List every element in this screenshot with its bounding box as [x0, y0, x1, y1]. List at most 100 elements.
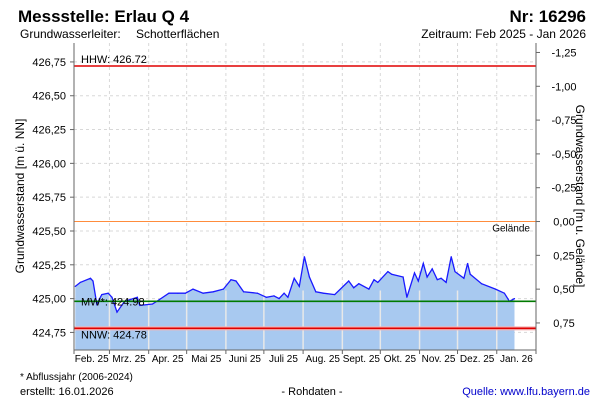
x-tick-label: Okt. 25 [384, 354, 417, 365]
y-tick-label: 425,25 [32, 260, 66, 272]
data-point [463, 277, 465, 279]
data-point [298, 285, 300, 288]
data-point [293, 277, 295, 279]
data-point [373, 279, 375, 281]
data-point [413, 272, 416, 274]
y-right-tick-label: -1,25 [551, 47, 576, 59]
data-point [212, 291, 214, 293]
y-right-tick-label: 0,50 [553, 284, 574, 296]
data-point [402, 276, 404, 278]
data-point [450, 256, 452, 258]
x-tick-label: Feb. 25 [75, 354, 109, 365]
y-right-tick-label: -0,25 [551, 183, 576, 195]
data-point [436, 279, 438, 281]
data-point [322, 292, 324, 294]
period: Zeitraum: Feb 2025 - Jan 2026 [421, 27, 586, 41]
data-point [494, 288, 497, 290]
data-point [202, 292, 204, 294]
data-point [431, 268, 433, 270]
y-axis-label: Grundwasserstand [m ü. NN] [13, 119, 27, 274]
footnote: * Abflussjahr (2006-2024) [20, 372, 133, 383]
y-tick-label: 425,50 [32, 226, 66, 238]
y-tick-label: 425,00 [32, 294, 66, 306]
y-tick-label: 426,25 [32, 125, 66, 137]
data-point [222, 288, 224, 290]
reference-label-hhw: HHW: 426.72 [81, 54, 147, 66]
y-tick-label: 425,75 [32, 192, 66, 204]
data-point [177, 292, 179, 294]
data-point [406, 296, 408, 298]
x-tick-label: Jan. 26 [500, 354, 533, 365]
data-point [101, 293, 103, 296]
reference-label-mw: MW*: 424.98 [81, 296, 145, 308]
y-tick-label: 424,75 [32, 327, 66, 339]
data-point [107, 292, 109, 294]
data-point [358, 283, 360, 285]
created-date: erstellt: 16.01.2026 [20, 386, 114, 398]
data-point [92, 280, 94, 282]
x-tick-label: Aug. 25 [305, 354, 340, 365]
y-right-tick-label: 0,25 [553, 250, 574, 262]
data-point [368, 288, 370, 290]
data-point [151, 303, 154, 305]
y-right-tick-label: -0,50 [551, 149, 576, 161]
data-point [192, 288, 194, 290]
data-point [111, 296, 113, 298]
y-tick-label: 426,00 [32, 158, 66, 170]
data-point [243, 291, 245, 293]
y-right-tick-label: 0,00 [553, 217, 574, 229]
data-point [89, 277, 92, 279]
data-point [422, 262, 424, 265]
data-point [348, 280, 350, 282]
data-point [454, 270, 456, 273]
x-tick-label: Dez. 25 [460, 354, 495, 365]
data-point [168, 292, 170, 294]
data-point [230, 279, 232, 281]
data-point [139, 304, 141, 306]
data-point [273, 295, 275, 297]
data-point [278, 298, 280, 300]
data-point [469, 273, 471, 275]
source-link[interactable]: Quelle: www.lfu.bayern.de [462, 386, 590, 398]
data-point [235, 280, 237, 282]
raw-data-note: - Rohdaten - [281, 386, 342, 398]
data-point [467, 262, 469, 265]
data-point [184, 292, 186, 294]
data-point [513, 298, 516, 300]
data-point [334, 293, 336, 296]
x-tick-label: Juni 25 [229, 354, 262, 365]
x-tick-label: Sept. 25 [343, 354, 381, 365]
reference-label-nnw: NNW: 424.78 [81, 329, 147, 341]
data-point [256, 292, 259, 294]
aquifer-value: Schotterflächen [136, 27, 219, 41]
data-point [158, 299, 160, 301]
x-tick-label: Mrz. 25 [112, 354, 146, 365]
data-point [283, 292, 285, 294]
reference-label-gelaende: Gelände [492, 224, 530, 235]
data-point [96, 303, 98, 305]
data-point [303, 256, 305, 258]
data-point [79, 281, 81, 283]
data-point [480, 283, 483, 285]
y-tick-label: 426,75 [32, 57, 66, 69]
data-point [265, 296, 267, 298]
y-right-tick-label: -1,00 [551, 81, 576, 93]
data-point [136, 296, 138, 298]
data-point [503, 292, 505, 294]
x-tick-label: Nov. 25 [422, 354, 456, 365]
x-tick-label: Juli 25 [269, 354, 298, 365]
data-point [116, 311, 118, 313]
data-point [417, 280, 419, 282]
x-tick-label: Mai 25 [191, 354, 221, 365]
data-point [387, 270, 389, 273]
y-axis-label-right: Grundwasserstand [m u. Gelände] [573, 105, 587, 288]
data-point [445, 281, 447, 283]
y-right-tick-label: 0,75 [553, 318, 574, 330]
data-point [353, 287, 355, 289]
data-point [426, 276, 428, 278]
y-tick-label: 426,50 [32, 91, 66, 103]
y-right-tick-label: -0,75 [551, 115, 576, 127]
aquifer-label: Grundwasserleiter: [20, 27, 121, 41]
